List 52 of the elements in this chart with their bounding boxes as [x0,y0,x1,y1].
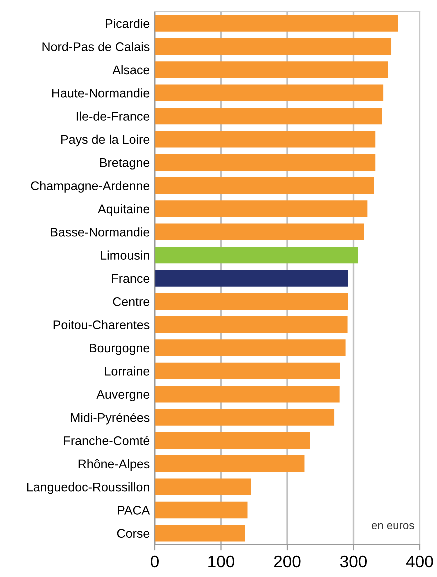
y-tick-label: Haute-Normandie [52,88,150,98]
y-tick-label: Limousin [101,250,150,260]
bar [155,246,358,264]
bar [155,316,348,334]
y-tick-label: Aquitaine [98,204,150,216]
bar [155,38,392,56]
bar [155,270,348,287]
y-tick-label: PACA [118,506,150,515]
x-tick-label: 200 [274,556,301,568]
x-tick-label: 0 [151,556,159,568]
bar [155,432,310,450]
y-tick-label: Languedoc-Roussillon [27,482,150,494]
x-tick-label: 300 [340,556,368,568]
y-tick-label: Corse [117,529,150,538]
bar [155,84,384,102]
y-tick-label: Bourgogne [90,344,150,356]
bar [155,154,376,171]
y-tick-label: Bretagne [100,158,150,170]
bar [155,131,376,148]
y-tick-label: Midi-Pyrénées [71,412,150,425]
annotation: en euros [372,523,414,530]
bar [155,177,374,194]
bar [155,293,348,310]
bar [155,200,368,218]
bar [155,62,388,78]
y-tick-label: Auvergne [96,390,150,402]
y-tick-label: Franche-Comté [64,436,150,446]
y-tick-label: Poitou-Charentes [54,320,150,330]
x-tick-label: 400 [406,556,434,568]
bar [155,386,340,403]
y-tick-label: Champagne-Ardenne [31,181,150,193]
y-tick-label: Picardie [106,19,150,28]
bar [155,478,252,496]
bar [155,108,382,125]
y-tick-label: Ile-de-France [76,112,150,121]
bar [155,502,248,519]
x-tick-label: 100 [208,556,235,568]
y-tick-label: France [112,274,150,284]
bar [155,224,364,240]
y-tick-label: Pays de la Loire [62,134,150,147]
bar [155,456,305,472]
y-tick-label: Basse-Normandie [51,228,150,237]
bar [155,340,346,356]
y-tick-label: Rhône-Alpes [78,459,150,472]
y-tick-label: Alsace [112,65,150,75]
bar [155,15,398,32]
bar [155,409,335,426]
bar [155,362,340,380]
y-tick-label: Lorraine [105,366,150,376]
y-tick-label: Centre [113,297,150,306]
y-tick-label: Nord-Pas de Calais [42,42,150,52]
bar [155,525,246,542]
